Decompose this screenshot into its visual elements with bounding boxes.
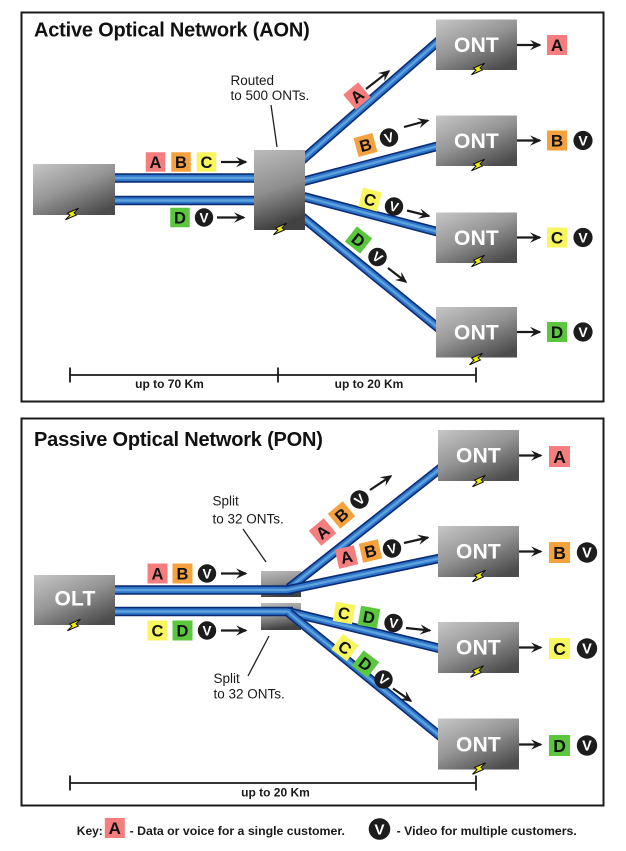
svg-text:Routed: Routed <box>231 73 275 88</box>
svg-text:Split: Split <box>213 494 240 509</box>
svg-text:to 32 ONTs.: to 32 ONTs. <box>213 512 284 527</box>
svg-text:up to 70 Km: up to 70 Km <box>135 377 204 391</box>
svg-text:V: V <box>388 198 401 215</box>
svg-text:Split: Split <box>214 671 241 686</box>
svg-text:V: V <box>578 230 588 246</box>
svg-text:ONT: ONT <box>456 445 501 468</box>
svg-text:B: B <box>358 136 374 156</box>
svg-text:B: B <box>553 543 566 563</box>
svg-text:- Data or voice for a single c: - Data or voice for a single customer. <box>130 824 345 838</box>
svg-text:D: D <box>174 209 186 227</box>
svg-text:ONT: ONT <box>454 34 499 57</box>
svg-text:B: B <box>363 542 379 562</box>
svg-text:V: V <box>578 133 588 149</box>
svg-text:OLT: OLT <box>54 588 95 611</box>
svg-text:ONT: ONT <box>456 734 501 757</box>
svg-text:C: C <box>336 604 351 624</box>
svg-text:C: C <box>551 229 563 248</box>
svg-text:A: A <box>551 36 563 55</box>
svg-text:B: B <box>177 565 189 583</box>
svg-text:C: C <box>362 190 378 210</box>
svg-text:V: V <box>202 623 211 638</box>
svg-text:A: A <box>109 819 121 838</box>
svg-text:V: V <box>582 546 592 562</box>
svg-text:B: B <box>551 132 563 151</box>
svg-text:up to 20 Km: up to 20 Km <box>241 786 310 800</box>
svg-text:to 500 ONTs.: to 500 ONTs. <box>231 88 310 103</box>
svg-text:V: V <box>578 324 588 340</box>
svg-text:C: C <box>152 622 164 640</box>
svg-text:Passive Optical Network (PON): Passive Optical Network (PON) <box>34 429 323 451</box>
svg-text:ONT: ONT <box>456 637 501 660</box>
svg-text:V: V <box>386 541 398 558</box>
svg-text:to 32 ONTs.: to 32 ONTs. <box>214 687 285 702</box>
svg-text:B: B <box>175 154 187 172</box>
svg-text:D: D <box>551 323 563 342</box>
svg-text:Active Optical Network (AON): Active Optical Network (AON) <box>34 20 310 42</box>
svg-text:up to 20 Km: up to 20 Km <box>335 377 404 391</box>
svg-text:D: D <box>553 736 566 756</box>
svg-text:V: V <box>202 566 211 581</box>
svg-text:V: V <box>374 821 384 838</box>
svg-text:A: A <box>553 447 566 467</box>
svg-text:Key:: Key: <box>77 824 103 838</box>
svg-text:V: V <box>199 210 208 225</box>
svg-text:- Video for multiple customers: - Video for multiple customers. <box>397 824 577 838</box>
svg-text:C: C <box>201 154 213 172</box>
svg-text:ONT: ONT <box>454 227 499 250</box>
svg-text:ONT: ONT <box>454 130 499 153</box>
svg-text:V: V <box>383 129 396 146</box>
svg-text:D: D <box>177 622 189 640</box>
svg-text:A: A <box>152 565 164 583</box>
svg-text:V: V <box>582 739 592 755</box>
svg-text:A: A <box>339 548 355 568</box>
svg-text:A: A <box>150 154 162 172</box>
svg-text:V: V <box>388 615 399 631</box>
svg-text:ONT: ONT <box>454 322 499 345</box>
svg-text:D: D <box>361 608 376 628</box>
svg-text:C: C <box>553 639 566 659</box>
svg-text:ONT: ONT <box>456 541 501 564</box>
svg-text:V: V <box>582 642 592 658</box>
